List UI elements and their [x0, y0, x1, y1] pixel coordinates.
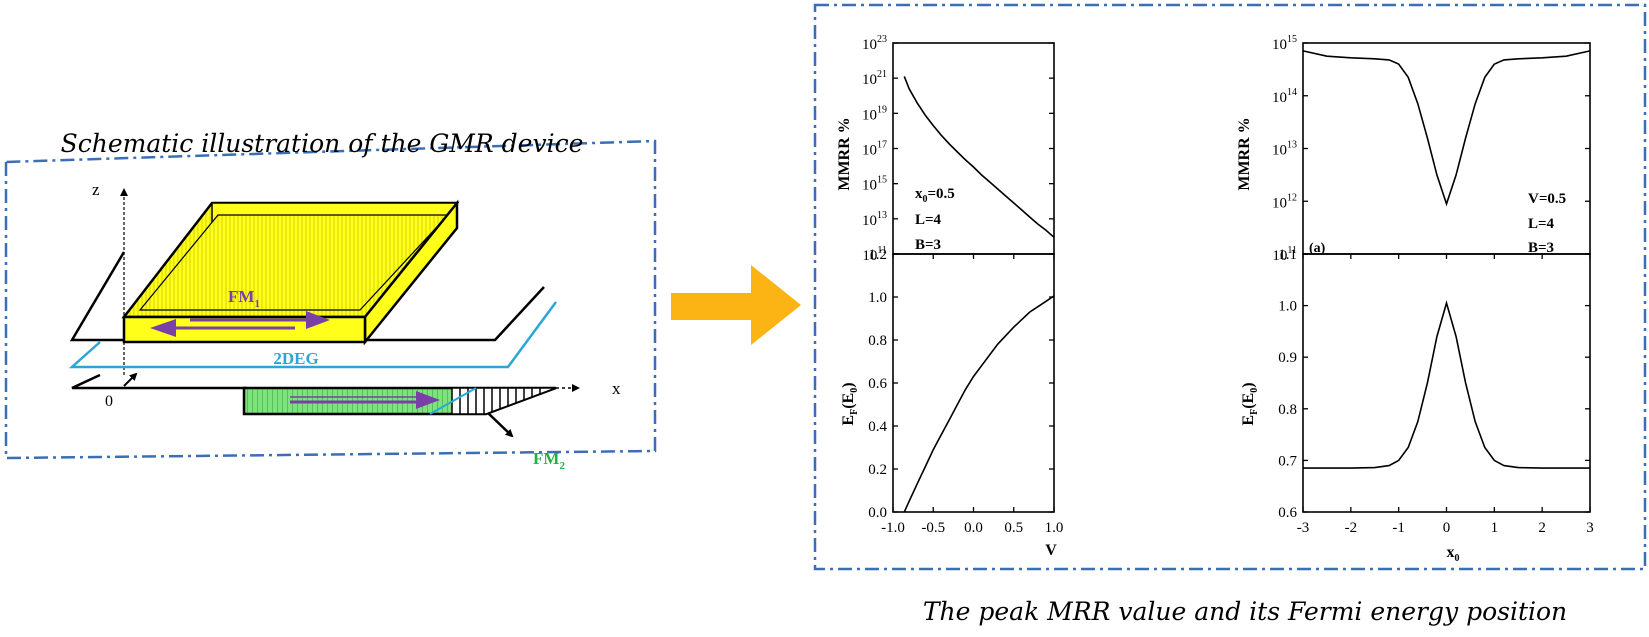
z-axis-label: z	[92, 180, 100, 199]
plot-mmrr-vs-x0: MMRR % 1011 1012 1013 1014 1015 (a) V=0.5 L=…	[1236, 34, 1591, 264]
br-xlabel: x0	[1447, 544, 1460, 564]
plot-ef-vs-x0: EF(E0) 0.6 0.7 0.8 0.9 1.0 1.1 -3 -2 -1 0 1 2 3 x0	[1240, 247, 1594, 564]
bl-ylabel: EF(E0)	[840, 382, 860, 425]
bl-series-line	[903, 295, 1055, 513]
fm1-magnetization-arrows	[150, 311, 330, 337]
bl-ytick-label: 0.2	[868, 462, 887, 478]
2deg-label: 2DEG	[273, 349, 318, 368]
tl-ytick-label: 1023	[862, 34, 887, 53]
br-xtick-label: 2	[1538, 520, 1546, 536]
schematic-title: Schematic illustration of the GMR device	[61, 129, 584, 158]
tr-annot-v: V=0.5	[1528, 191, 1566, 207]
br-xtick-label: -2	[1345, 520, 1358, 536]
br-xtick-label: 1	[1491, 520, 1499, 536]
bl-xticks: -1.0 -0.5 0.0 0.5 1.0	[881, 254, 1063, 536]
tr-ytick-label: 1013	[1272, 140, 1297, 159]
tl-ytick-label: 1021	[862, 69, 887, 88]
br-plot-frame	[1302, 253, 1591, 513]
right-panel-frame	[813, 3, 1647, 571]
br-ytick-label: 0.8	[1278, 402, 1297, 418]
br-yticks: 0.6 0.7 0.8 0.9 1.0 1.1	[1278, 247, 1590, 521]
tr-panel-tag: (a)	[1309, 241, 1326, 256]
bl-ytick-label: 1.0	[868, 290, 887, 306]
2deg-edge-line	[429, 387, 477, 415]
fm2-pointer-arrow	[487, 412, 514, 438]
tr-ytick-label: 1011	[1272, 245, 1297, 264]
tr-annot-b: B=3	[1528, 240, 1554, 256]
bl-xtick-label: 1.0	[1045, 520, 1064, 536]
bl-xtick-label: 0.5	[1004, 520, 1023, 536]
fm1-label: FM1	[228, 287, 260, 310]
tl-annotation: x0=0.5 L=4 B=3	[915, 186, 955, 253]
tl-series-line	[903, 76, 1055, 238]
plot-ef-vs-v: EF(E0) 0.00.20.40.60.81.01.2 -1.0 -0.5 0.0…	[840, 247, 1063, 559]
big-arrow	[671, 265, 801, 345]
bottom-caption: The peak MRR value and its Fermi energy …	[923, 597, 1567, 626]
plot-mmrr-vs-v: MMRR % 1011 1013 1015 1017 1019 1021 1023 x0=0…	[836, 34, 1055, 264]
bl-xtick-label: 0.0	[964, 520, 983, 536]
tl-annot-b: B=3	[915, 237, 941, 253]
br-xtick-label: 0	[1443, 520, 1451, 536]
br-ytick-label: 0.7	[1278, 453, 1297, 469]
2deg-plane	[68, 301, 558, 369]
bl-ytick-label: 0.4	[868, 419, 887, 435]
tr-ytick-label: 1012	[1272, 192, 1297, 211]
br-xtick-label: 3	[1586, 520, 1594, 536]
tr-yticks: 1011 1012 1013 1014 1015	[1272, 34, 1590, 264]
bl-ytick-label: 1.2	[868, 247, 887, 263]
br-ytick-label: 1.1	[1278, 247, 1297, 263]
bl-ytick-label: 0.6	[868, 376, 887, 392]
br-ytick-label: 1.0	[1278, 299, 1297, 315]
tr-annot-l: L=4	[1528, 216, 1555, 232]
fm2-magnetization-arrow	[290, 391, 440, 409]
fm2-edge-hatch	[451, 387, 557, 415]
tl-ytick-label: 1015	[862, 175, 887, 194]
tl-ytick-label: 1013	[862, 210, 887, 229]
br-ytick-label: 0.9	[1278, 350, 1297, 366]
tr-ytick-label: 1015	[1272, 34, 1297, 53]
bl-xtick-label: -1.0	[881, 520, 905, 536]
tr-series-line	[1302, 50, 1591, 207]
bottom-plane	[71, 373, 247, 390]
tl-ytick-label: 1019	[862, 104, 887, 123]
tl-ytick-label: 1011	[862, 245, 887, 264]
bl-ytick-label: 0.0	[868, 505, 887, 521]
tr-ylabel: MMRR %	[1236, 117, 1253, 190]
br-ytick-label: 0.6	[1278, 505, 1297, 521]
left-panel-frame	[4, 139, 657, 460]
left-panel: Schematic illustration of the GMR device…	[4, 129, 657, 472]
br-series-line	[1303, 300, 1590, 469]
origin-label: 0	[105, 393, 113, 410]
tl-ylabel: MMRR %	[836, 117, 853, 190]
bl-xtick-label: -0.5	[921, 520, 945, 536]
fm2-label: FM2	[533, 449, 565, 472]
bl-xlabel: V	[1045, 542, 1057, 559]
bl-ytick-label: 0.8	[868, 333, 887, 349]
x-axis-label: x	[612, 379, 621, 398]
bl-yticks: 0.0 0.2 0.4 0.6 0.8 1.0 1.2	[868, 247, 1054, 521]
tl-ytick-label: 1017	[862, 140, 887, 159]
tr-annotation: V=0.5 L=4 B=3	[1528, 191, 1566, 256]
tr-ytick-label: 1014	[1272, 87, 1297, 106]
tl-yticks: 1011 1013 1015 1017 1019 1021 1023	[862, 34, 1054, 264]
tl-annot-l: L=4	[915, 212, 942, 228]
br-xtick-label: -3	[1297, 520, 1310, 536]
br-xticks: -3 -2 -1 0 1 2 3	[1297, 254, 1594, 536]
tl-annot-x0: x0=0.5	[915, 186, 955, 205]
br-ylabel: EF(E0)	[1240, 382, 1260, 425]
y-axis-arrow	[123, 372, 138, 387]
br-xtick-label: -1	[1392, 520, 1405, 536]
bl-plot-frame	[892, 253, 1055, 513]
